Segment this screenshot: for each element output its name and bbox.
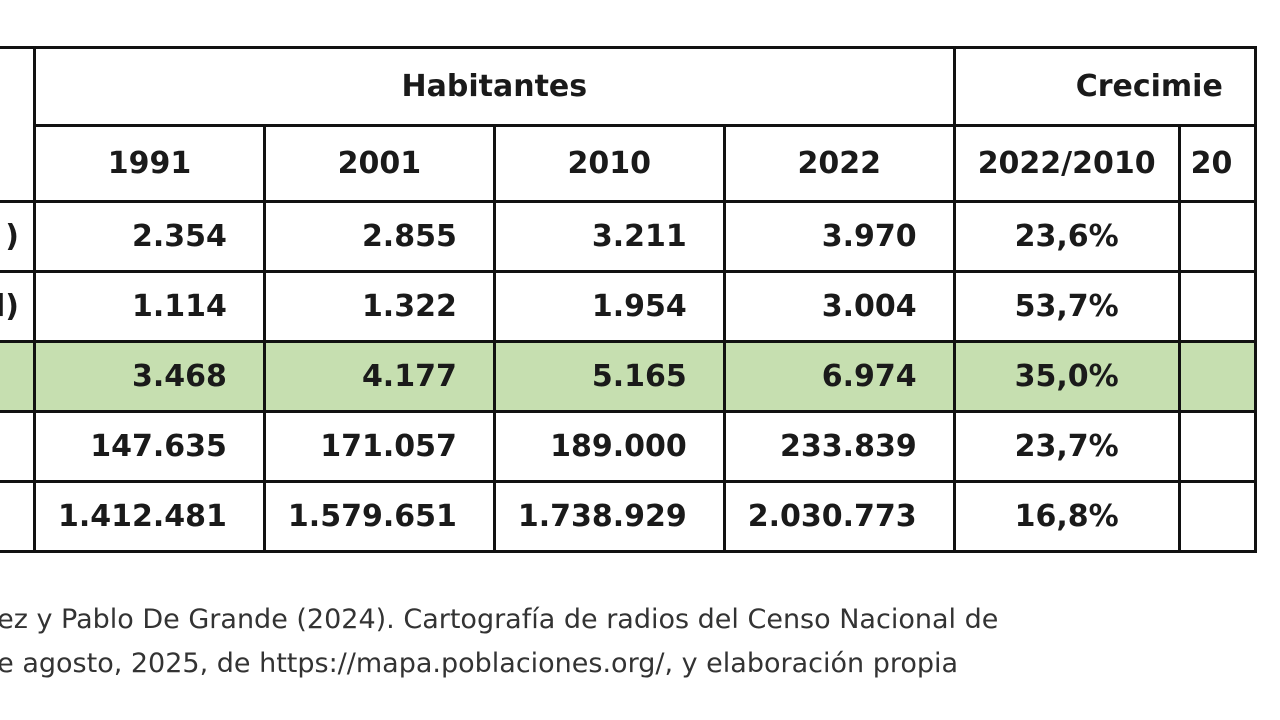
corner-header-cell (0, 46, 36, 203)
value-2022: 3.004 (722, 270, 956, 343)
caption-line-1: uez y Pablo De Grande (2024). Cartografí… (0, 604, 999, 635)
year-header-row: 1991 2001 2010 2022 2022/2010 20 (0, 124, 1258, 203)
value-2022: 3.970 (722, 200, 956, 273)
value-2010: 1.738.929 (492, 480, 726, 553)
year-header-2022: 2022 (722, 124, 956, 203)
value-2001: 4.177 (262, 340, 496, 413)
value-1991: 1.114 (33, 270, 266, 343)
table-row: l) 1.114 1.322 1.954 3.004 53,7% (0, 270, 1258, 343)
value-2010: 1.954 (492, 270, 726, 343)
value-1991: 3.468 (33, 340, 266, 413)
growth-value-partial (1177, 270, 1258, 343)
value-2022: 2.030.773 (722, 480, 956, 553)
year-header-1991: 1991 (33, 124, 266, 203)
row-label: l) (0, 270, 36, 343)
growth-value-partial (1177, 480, 1258, 553)
value-2010: 5.165 (492, 340, 726, 413)
row-label (0, 340, 36, 413)
value-2022: 6.974 (722, 340, 956, 413)
table-row-highlighted: 3.468 4.177 5.165 6.974 35,0% (0, 340, 1258, 413)
growth-value-partial (1177, 200, 1258, 273)
growth-value: 23,7% (952, 410, 1181, 483)
value-2001: 171.057 (262, 410, 496, 483)
growth-value-partial (1177, 340, 1258, 413)
growth-value: 35,0% (952, 340, 1181, 413)
value-2010: 189.000 (492, 410, 726, 483)
value-1991: 147.635 (33, 410, 266, 483)
value-2001: 2.855 (262, 200, 496, 273)
crecimiento-header: Crecimie (952, 46, 1258, 127)
caption-line-2: de agosto, 2025, de https://mapa.poblaci… (0, 648, 959, 679)
growth-value: 53,7% (952, 270, 1181, 343)
population-table: Habitantes Crecimie 1991 2001 2010 2022 … (0, 46, 1258, 553)
source-caption: uez y Pablo De Grande (2024). Cartografí… (0, 598, 1280, 686)
value-2022: 233.839 (722, 410, 956, 483)
value-1991: 1.412.481 (33, 480, 266, 553)
growth-header-partial: 20 (1177, 124, 1258, 203)
table-row: 147.635 171.057 189.000 233.839 23,7% (0, 410, 1258, 483)
growth-value: 16,8% (952, 480, 1181, 553)
growth-value-partial (1177, 410, 1258, 483)
group-header-row: Habitantes Crecimie (0, 46, 1258, 203)
row-label (0, 410, 36, 483)
row-label (0, 480, 36, 553)
value-2001: 1.579.651 (262, 480, 496, 553)
growth-value: 23,6% (952, 200, 1181, 273)
table-row: ) 2.354 2.855 3.211 3.970 23,6% (0, 200, 1258, 273)
growth-header-2022-2010: 2022/2010 (952, 124, 1181, 203)
year-header-2001: 2001 (262, 124, 496, 203)
table-row: 1.412.481 1.579.651 1.738.929 2.030.773 … (0, 480, 1258, 553)
year-header-2010: 2010 (492, 124, 726, 203)
value-2001: 1.322 (262, 270, 496, 343)
habitantes-header: Habitantes (33, 46, 956, 127)
value-1991: 2.354 (33, 200, 266, 273)
row-label: ) (0, 200, 36, 273)
value-2010: 3.211 (492, 200, 726, 273)
